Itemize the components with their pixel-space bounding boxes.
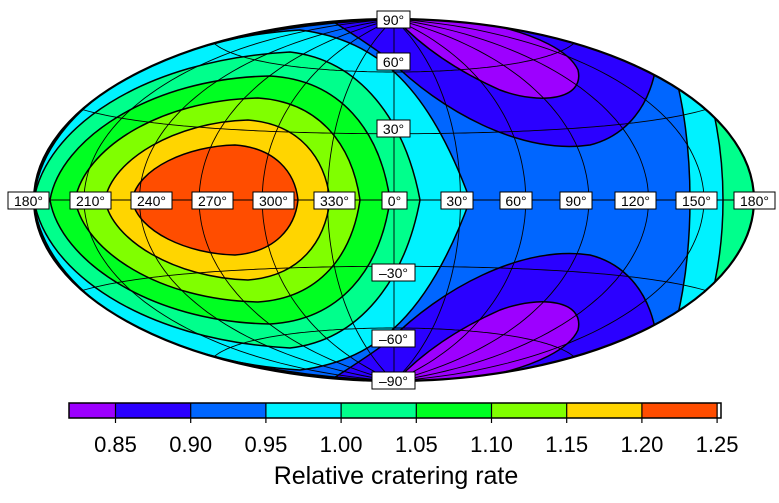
colorbar-tick-label: 0.90 bbox=[169, 432, 212, 457]
svg-text:90°: 90° bbox=[383, 12, 404, 28]
lat-label-30: 30° bbox=[376, 119, 411, 138]
colorbar-frame bbox=[68, 402, 722, 419]
latitude-labels: 90° 60° 30° –30° –60° –90° bbox=[371, 10, 416, 390]
lon-label-270: 270° bbox=[191, 191, 234, 210]
colorbar-tick-label: 0.85 bbox=[94, 432, 137, 457]
svg-text:60°: 60° bbox=[383, 54, 404, 70]
colorbar-tick-label: 1.05 bbox=[395, 432, 438, 457]
parallel-line bbox=[213, 327, 575, 358]
lon-label-90: 90° bbox=[559, 191, 593, 210]
svg-text:60°: 60° bbox=[505, 193, 526, 209]
colorbar-swatch bbox=[115, 403, 192, 418]
svg-text:300°: 300° bbox=[259, 193, 288, 209]
svg-text:0°: 0° bbox=[388, 193, 401, 209]
lon-label-210: 210° bbox=[69, 191, 112, 210]
svg-text:–90°: –90° bbox=[379, 373, 408, 389]
lon-label-330: 330° bbox=[313, 191, 356, 210]
colorbar-tick-label: 1.25 bbox=[696, 432, 739, 457]
svg-text:330°: 330° bbox=[320, 193, 349, 209]
svg-text:30°: 30° bbox=[383, 121, 404, 137]
colorbar-ticks bbox=[114, 403, 718, 423]
colorbar-swatch bbox=[190, 403, 267, 418]
colorbar-title: Relative cratering rate bbox=[274, 462, 519, 490]
svg-text:120°: 120° bbox=[621, 193, 650, 209]
svg-text:210°: 210° bbox=[76, 193, 105, 209]
colorbar: 0.85 0.90 0.95 1.00 1.05 1.10 1.15 1.20 1.25 Rel… bbox=[68, 402, 739, 490]
region-lobe-bottom-purple bbox=[395, 301, 579, 381]
lat-label-minus-30: –30° bbox=[371, 263, 416, 282]
lon-label-300: 300° bbox=[252, 191, 295, 210]
lat-label-60: 60° bbox=[376, 52, 411, 71]
svg-text:150°: 150° bbox=[682, 193, 711, 209]
svg-text:180°: 180° bbox=[740, 193, 769, 209]
colorbar-swatch bbox=[491, 403, 568, 418]
svg-text:90°: 90° bbox=[565, 193, 586, 209]
lon-label-180-right: 180° bbox=[733, 191, 776, 210]
lon-label-240: 240° bbox=[130, 191, 173, 210]
colorbar-swatch bbox=[416, 403, 492, 418]
svg-text:180°: 180° bbox=[14, 193, 43, 209]
colorbar-tick-labels: 0.85 0.90 0.95 1.00 1.05 1.10 1.15 1.20 1.25 bbox=[94, 432, 738, 457]
region-lobe-top-purple bbox=[395, 19, 579, 99]
lon-label-0: 0° bbox=[381, 191, 408, 210]
colorbar-tick-label: 1.20 bbox=[620, 432, 663, 457]
lat-label-minus-90: –90° bbox=[371, 371, 416, 390]
svg-text:–60°: –60° bbox=[379, 331, 408, 347]
lon-label-120: 120° bbox=[614, 191, 657, 210]
colorbar-swatch bbox=[566, 403, 643, 418]
svg-text:–30°: –30° bbox=[379, 265, 408, 281]
svg-text:270°: 270° bbox=[198, 193, 227, 209]
lat-label-90: 90° bbox=[376, 10, 411, 29]
lon-label-150: 150° bbox=[675, 191, 718, 210]
lon-label-30: 30° bbox=[440, 191, 474, 210]
longitude-labels: 180° 210° 240° 270° 300° 330° 0° 30° 60°… bbox=[7, 191, 776, 210]
colorbar-swatch bbox=[341, 403, 417, 418]
colorbar-swatches bbox=[69, 403, 718, 418]
lat-label-minus-60: –60° bbox=[371, 329, 416, 348]
svg-text:240°: 240° bbox=[137, 193, 166, 209]
colorbar-tick-label: 1.15 bbox=[545, 432, 588, 457]
colorbar-swatch bbox=[265, 403, 342, 418]
colorbar-swatch bbox=[69, 403, 116, 418]
colorbar-swatch bbox=[641, 403, 718, 418]
lon-label-60: 60° bbox=[499, 191, 533, 210]
colorbar-tick-label: 1.00 bbox=[320, 432, 363, 457]
colorbar-tick-label: 1.10 bbox=[470, 432, 513, 457]
lon-label-180-left: 180° bbox=[7, 191, 50, 210]
colorbar-tick-label: 0.95 bbox=[244, 432, 287, 457]
parallel-line bbox=[213, 42, 575, 73]
svg-text:30°: 30° bbox=[446, 193, 467, 209]
